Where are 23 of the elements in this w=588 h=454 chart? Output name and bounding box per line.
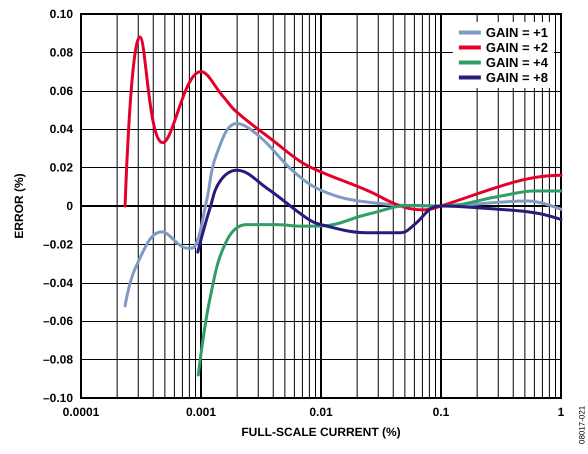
y-tick-label: 0 [66,199,74,213]
y-tick-label: 0.10 [50,7,74,21]
legend-label: GAIN = +4 [486,55,549,70]
x-axis-title: FULL-SCALE CURRENT (%) [241,425,401,439]
y-tick-label: 0.04 [50,122,74,136]
x-tick-label: 0.001 [186,405,216,419]
y-axis-title: ERROR (%) [12,173,26,239]
y-tick-label: –0.10 [42,391,74,405]
text: 08017-021 [578,405,586,444]
y-tick-label: –0.08 [42,352,74,367]
y-tick-label: –0.02 [42,237,74,252]
y-tick-label: 0.08 [50,45,74,60]
legend-label: GAIN = +8 [486,70,548,85]
x-tick-label: 0.0001 [62,405,100,419]
y-tick-label: 0.06 [50,84,74,98]
y-tick-label: 0.02 [50,160,74,175]
y-tick-label: –0.04 [42,276,74,290]
legend-label: GAIN = +1 [486,25,548,40]
x-tick-label: 0.01 [309,405,333,419]
x-tick-label: 0.1 [432,405,450,419]
y-tick-label: –0.06 [42,314,74,328]
legend-label: GAIN = +2 [486,40,548,55]
x-tick-label: 1 [558,405,565,419]
